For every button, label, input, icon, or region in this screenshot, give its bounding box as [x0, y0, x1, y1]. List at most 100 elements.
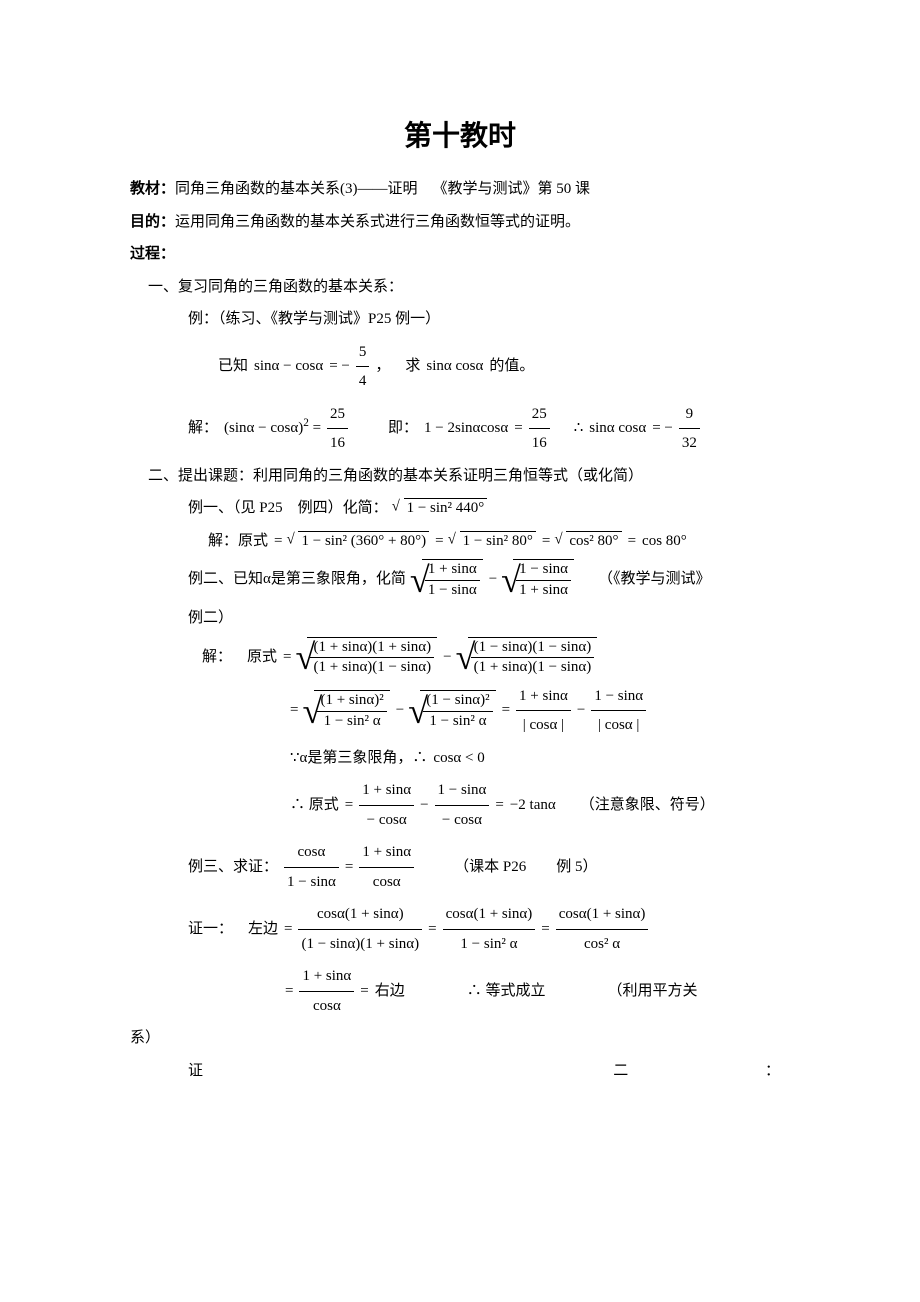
- minus-2: −: [443, 643, 451, 672]
- sqrt-f2: 1 − sinα1 + sinα: [503, 559, 574, 600]
- equals-14: =: [284, 915, 292, 944]
- proof1-rhs: 右边: [375, 977, 405, 1006]
- minus-3: −: [396, 696, 404, 725]
- ex2-because: ∵α是第三象限角，∴ cosα < 0: [130, 744, 790, 773]
- line-process: 过程：: [130, 240, 790, 269]
- equals-18: =: [360, 977, 368, 1006]
- ex2-tail: （《教学与测试》: [598, 565, 711, 594]
- frac-ex3L: cosα1 − sinα: [284, 838, 339, 896]
- example-1: 例一、（见 P25 例四）化简： 1 − sin² 440°: [130, 494, 790, 523]
- cos80: cos 80°: [642, 527, 687, 556]
- ex2-therefore: ∴ 原式 = 1 + sinα− cosα − 1 − sinα− cosα =…: [130, 776, 790, 834]
- frac-p1b: cosα(1 + sinα)1 − sin² α: [443, 900, 536, 958]
- proof-1-line2: = 1 + sinαcosα = 右边 ∴ 等式成立 （利用平方关: [130, 962, 790, 1020]
- line-textbook: 教材：同角三角函数的基本关系(3)——证明 《教学与测试》第 50 课: [130, 175, 790, 204]
- proof1-therefore: ∴ 等式成立: [467, 977, 546, 1006]
- section-one-heading: 一、复习同角的三角函数的基本关系：: [130, 273, 790, 302]
- sqrt-f1: 1 + sinα1 − sinα: [412, 559, 483, 600]
- label-textbook: 教材：: [130, 181, 175, 197]
- equals-6: =: [542, 527, 550, 556]
- sqrt-r2: 1 − sin² (360° + 80°): [288, 527, 429, 556]
- equals-16: =: [541, 915, 549, 944]
- frac-t2: 1 − sinα− cosα: [435, 776, 490, 834]
- frac-25-16-b: 2516: [529, 400, 550, 458]
- frac-p1c: cosα(1 + sinα)cos² α: [556, 900, 649, 958]
- expr-1m2sc: 1 − 2sinαcosα: [424, 414, 508, 443]
- frac-25-16-a: 2516: [327, 400, 348, 458]
- cos-lt0: cosα < 0: [433, 744, 484, 773]
- proof2-left: 证: [188, 1057, 477, 1086]
- ex1-solution: 解：原式 = 1 − sin² (360° + 80°) = 1 − sin² …: [130, 527, 790, 556]
- given-tail: 的值。: [489, 352, 534, 381]
- equals-17: =: [285, 977, 293, 1006]
- solve-label: 解：: [188, 414, 218, 443]
- frac-res2: 1 − sinα| cosα |: [591, 682, 646, 740]
- frac-t1: 1 + sinα− cosα: [359, 776, 414, 834]
- equals-9: =: [290, 696, 298, 725]
- equals-13: =: [345, 853, 353, 882]
- note-text: （注意象限、符号）: [580, 791, 715, 820]
- ex2-sol-1: 解： 原式 = (1 + sinα)(1 + sinα)(1 + sinα)(1…: [130, 637, 790, 678]
- equals-15: =: [428, 915, 436, 944]
- text-textbook: 同角三角函数的基本关系(3)——证明 《教学与测试》第 50 课: [175, 181, 590, 197]
- proof1-note-cont: 系）: [130, 1024, 790, 1053]
- example-practice-ref: 例：（练习、《教学与测试》P25 例一）: [130, 305, 790, 334]
- given-line: 已知 sinα − cosα = − 54 ， 求 sinα cosα 的值。: [130, 338, 790, 396]
- ex1-sol-label: 解：原式: [208, 527, 268, 556]
- because-text: ∵α是第三象限角，∴: [290, 744, 427, 773]
- equals-2: =: [514, 414, 522, 443]
- proof-1-line1: 证一： 左边 = cosα(1 + sinα)(1 − sinα)(1 + si…: [130, 900, 790, 958]
- equals-11: =: [345, 791, 353, 820]
- expr-sin-minus-cos: sinα − cosα: [254, 352, 323, 381]
- equals-5: =: [435, 527, 443, 556]
- equals-1: = −: [329, 352, 350, 381]
- ex2-pre: 例二、已知α是第三象限角，化简: [188, 565, 406, 594]
- equals-8: =: [283, 643, 291, 672]
- frac-res1: 1 + sinα| cosα |: [516, 682, 571, 740]
- minus-5: −: [420, 791, 428, 820]
- equals-7: =: [628, 527, 636, 556]
- therefore-expr: ∴ 原式: [290, 791, 339, 820]
- label-goal: 目的：: [130, 214, 175, 230]
- frac-p1d: 1 + sinαcosα: [299, 962, 354, 1020]
- label-process: 过程：: [130, 246, 175, 262]
- equals-3: = −: [652, 414, 673, 443]
- proof2-right: ：: [765, 1057, 790, 1086]
- expr-sincos: sinα cosα: [426, 352, 483, 381]
- therefore-1: ∴: [574, 414, 584, 443]
- frac-p1a: cosα(1 + sinα)(1 − sinα)(1 + sinα): [298, 900, 422, 958]
- sqrt-r4: cos² 80°: [556, 527, 621, 556]
- frac-5-4: 54: [356, 338, 370, 396]
- given-suffix: ， 求: [375, 352, 420, 381]
- ji-label: 即：: [388, 414, 418, 443]
- example-2: 例二、已知α是第三象限角，化简 1 + sinα1 − sinα − 1 − s…: [130, 559, 790, 600]
- expr-sq: (sinα − cosα)2 =: [224, 414, 321, 443]
- sqrt-big2: (1 − sinα)(1 − sinα)(1 + sinα)(1 − sinα): [458, 637, 598, 678]
- proof-2-label: 证 二 ：: [130, 1057, 790, 1086]
- given-prefix: 已知: [218, 352, 248, 381]
- ex3-tail: （课本 P26 例 5）: [454, 853, 597, 882]
- ex3-pre: 例三、求证：: [188, 853, 278, 882]
- proof2-mid: 二: [477, 1057, 766, 1086]
- frac-ex3R: 1 + sinαcosα: [359, 838, 414, 896]
- solve-line-1: 解： (sinα − cosα)2 = 2516 即： 1 − 2sinαcos…: [130, 400, 790, 458]
- sqrt-mid2: (1 − sinα)²1 − sin² α: [410, 690, 495, 731]
- sqrt-ex1: 1 − sin² 440°: [394, 494, 488, 523]
- minus-1: −: [489, 565, 497, 594]
- sqrt-r3: 1 − sin² 80°: [450, 527, 536, 556]
- proof1-note: （利用平方关: [608, 977, 698, 1006]
- minus-4: −: [577, 696, 585, 725]
- text-goal: 运用同角三角函数的基本关系式进行三角函数恒等式的证明。: [175, 214, 580, 230]
- neg2tan: −2 tanα: [510, 791, 556, 820]
- frac-9-32: 932: [679, 400, 700, 458]
- section-two-heading: 二、提出课题：利用同角的三角函数的基本关系证明三角恒等式（或化简）: [130, 462, 790, 491]
- expr-sincos-2: sinα cosα: [589, 414, 646, 443]
- ex1-text: 例一、（见 P25 例四）化简：: [188, 494, 388, 523]
- proof1-label: 证一： 左边: [188, 915, 278, 944]
- ex2-sol-label: 解： 原式: [202, 643, 277, 672]
- equals-12: =: [495, 791, 503, 820]
- equals-4: =: [274, 527, 282, 556]
- sqrt-big1: (1 + sinα)(1 + sinα)(1 + sinα)(1 − sinα): [297, 637, 437, 678]
- sqrt-mid1: (1 + sinα)²1 − sin² α: [304, 690, 389, 731]
- example-3: 例三、求证： cosα1 − sinα = 1 + sinαcosα （课本 P…: [130, 838, 790, 896]
